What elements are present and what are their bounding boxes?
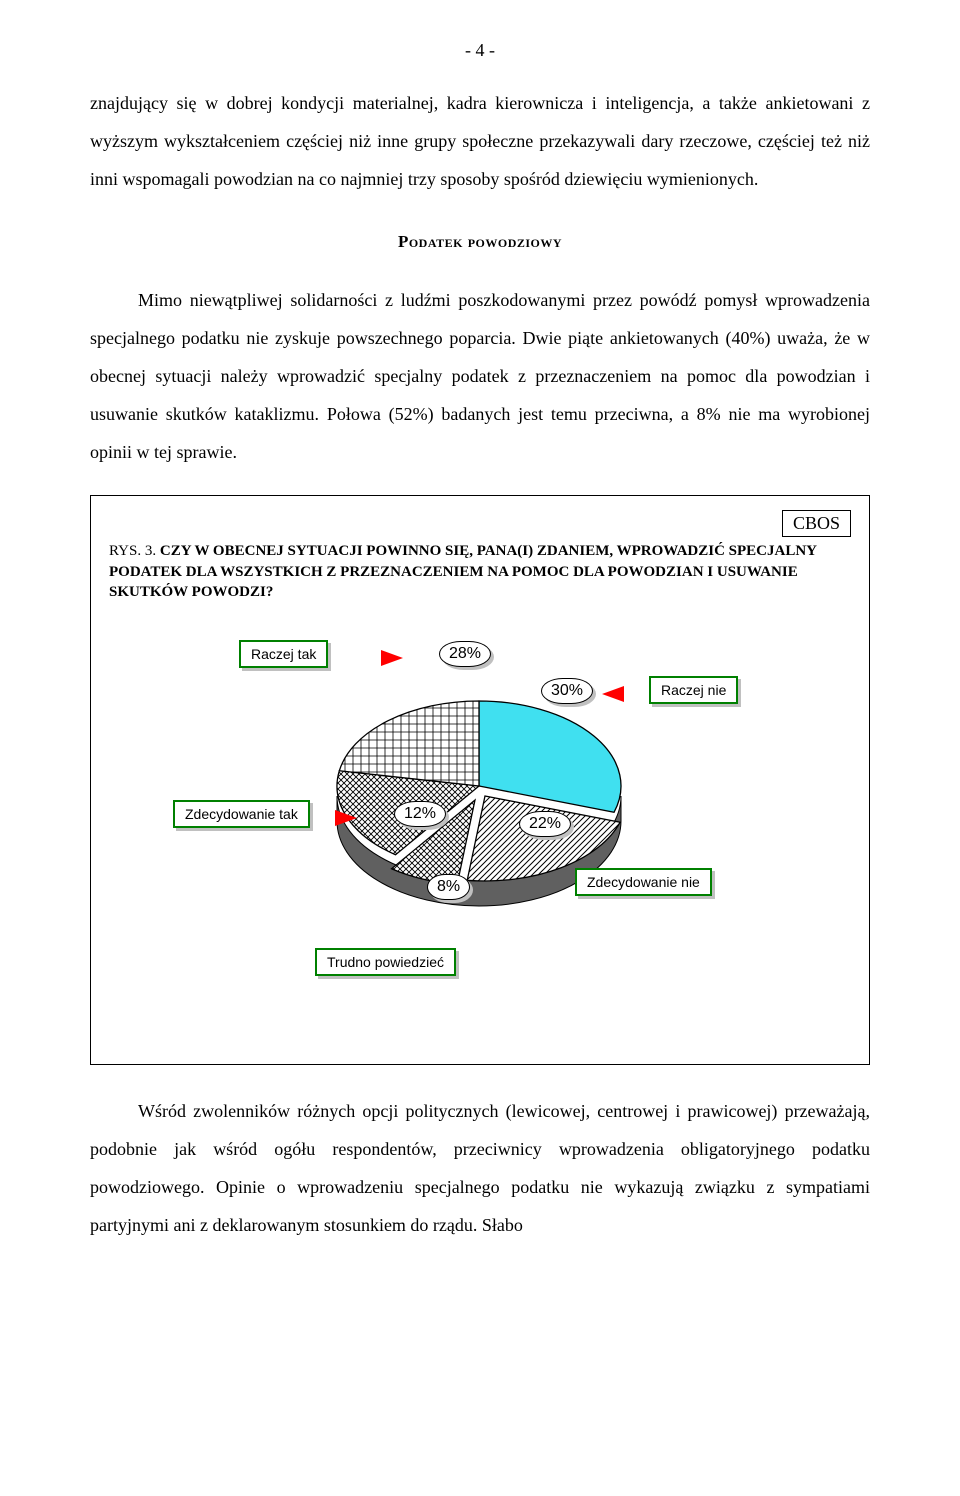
arrow-icon xyxy=(381,650,403,666)
pct-raczej-tak: 28% xyxy=(439,641,491,667)
pie-chart: 28% 30% 12% 22% 8% Raczej tak Raczej nie… xyxy=(109,616,851,1046)
paragraph-2: Mimo niewątpliwej solidarności z ludźmi … xyxy=(90,282,870,471)
source-badge: CBOS xyxy=(782,510,851,537)
pct-raczej-nie: 30% xyxy=(541,678,593,704)
figure-rys-label: RYS. 3. xyxy=(109,543,156,559)
section-heading: Podatek powodziowy xyxy=(90,232,870,252)
paragraph-3: Wśród zwolenników różnych opcji politycz… xyxy=(90,1093,870,1244)
arrow-icon xyxy=(335,810,357,826)
figure-title-text: CZY W OBECNEJ SYTUACJI POWINNO SIĘ, PANA… xyxy=(109,543,816,600)
pct-trudno: 8% xyxy=(427,874,470,900)
label-raczej-nie: Raczej nie xyxy=(649,676,738,704)
paragraph-1: znajdujący się w dobrej kondycji materia… xyxy=(90,85,870,198)
label-raczej-tak: Raczej tak xyxy=(239,640,328,668)
label-trudno: Trudno powiedzieć xyxy=(315,948,456,976)
arrow-icon xyxy=(602,686,624,702)
pct-zdecydowanie-tak: 12% xyxy=(394,801,446,827)
figure-frame: CBOS RYS. 3. CZY W OBECNEJ SYTUACJI POWI… xyxy=(90,495,870,1065)
label-zdecydowanie-nie: Zdecydowanie nie xyxy=(575,868,712,896)
pct-zdecydowanie-nie: 22% xyxy=(519,811,571,837)
figure-title: RYS. 3. CZY W OBECNEJ SYTUACJI POWINNO S… xyxy=(109,541,851,602)
page-number: - 4 - xyxy=(90,40,870,61)
label-zdecydowanie-tak: Zdecydowanie tak xyxy=(173,800,310,828)
